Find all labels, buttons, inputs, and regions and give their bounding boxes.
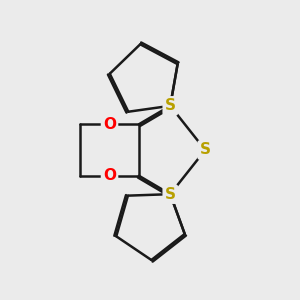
Text: S: S: [165, 98, 176, 113]
Text: O: O: [103, 168, 116, 183]
Text: S: S: [200, 142, 211, 158]
Text: S: S: [165, 187, 176, 202]
Text: O: O: [103, 117, 116, 132]
